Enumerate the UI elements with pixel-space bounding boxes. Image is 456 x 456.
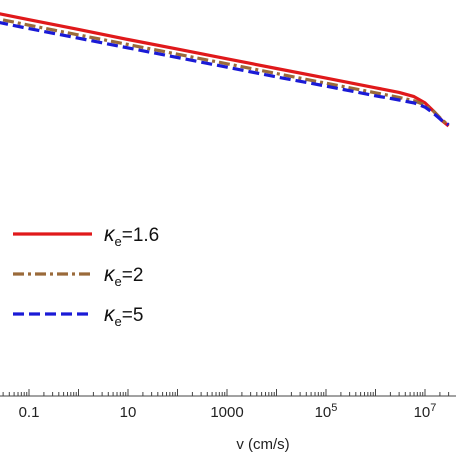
- x-tick-label: 107: [414, 402, 437, 421]
- series-line-1: [0, 12, 450, 128]
- series-line-2: [0, 17, 450, 127]
- x-tick-label: 0.1: [19, 404, 40, 421]
- series-lines: [0, 12, 450, 128]
- x-tick-label: 1000: [210, 404, 243, 421]
- series-line-3: [0, 21, 450, 127]
- legend-label-1: κe=1.6: [104, 223, 159, 249]
- x-tick-label: 105: [315, 402, 338, 421]
- legend-label-2: κe=2: [104, 263, 143, 289]
- x-axis-label: v (cm/s): [236, 436, 289, 453]
- legend: κe=1.6 κe=2 κe=5: [13, 223, 159, 329]
- x-tick-label: 10: [120, 404, 137, 421]
- legend-label-3: κe=5: [104, 303, 143, 329]
- x-axis-ticks: 0.1 10 1000 105 107: [2, 389, 450, 421]
